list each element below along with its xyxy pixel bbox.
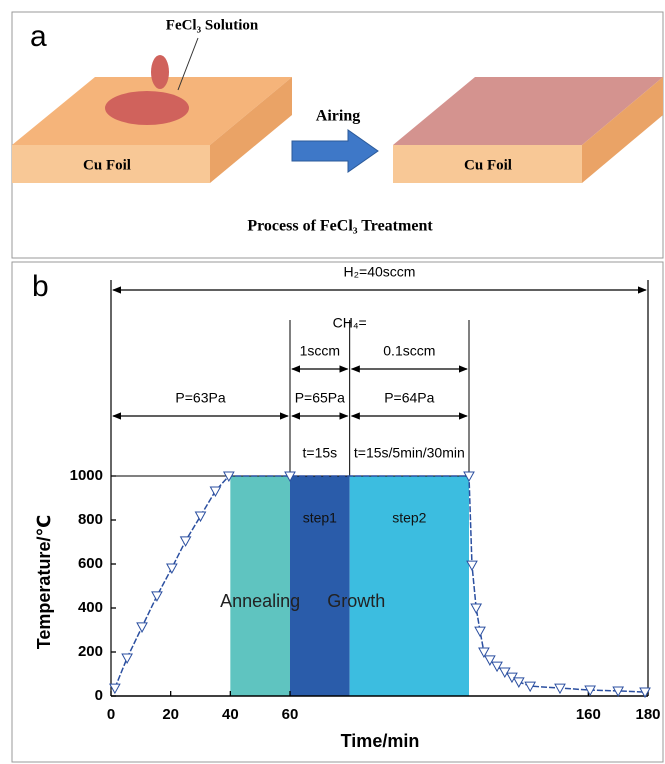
marker bbox=[524, 681, 537, 693]
caption: Process of FeCl₃ Treatment bbox=[247, 218, 433, 235]
y-axis-label: Temperature/℃ bbox=[34, 515, 54, 650]
range-label: P=64Pa bbox=[384, 390, 434, 406]
range-label: P=65Pa bbox=[295, 390, 345, 406]
range-label: 0.1sccm bbox=[383, 343, 435, 359]
region-label: step1 bbox=[303, 510, 337, 526]
range-label: t=15s bbox=[303, 445, 338, 461]
region bbox=[290, 476, 350, 696]
y-tick-label: 400 bbox=[78, 599, 103, 616]
marker bbox=[136, 622, 148, 633]
x-tick-label: 40 bbox=[222, 706, 239, 723]
marker bbox=[470, 603, 483, 615]
process-arrow bbox=[291, 129, 379, 173]
x-tick-label: 20 bbox=[162, 706, 179, 723]
marker bbox=[222, 471, 235, 483]
x-axis-label: Time/min bbox=[341, 731, 420, 751]
foil-label: Cu Foil bbox=[464, 157, 512, 173]
phase-label: Growth bbox=[327, 591, 385, 611]
panel-b-border bbox=[11, 261, 664, 763]
foil-left bbox=[12, 37, 292, 183]
panel-a-border bbox=[11, 11, 664, 259]
y-tick-label: 1000 bbox=[70, 467, 103, 484]
gas-label: CH₄= bbox=[333, 315, 367, 331]
region-label: step2 bbox=[392, 510, 426, 526]
marker bbox=[639, 687, 651, 699]
marker bbox=[194, 511, 207, 523]
y-tick-label: 200 bbox=[78, 643, 103, 660]
marker bbox=[121, 653, 133, 664]
marker bbox=[474, 626, 486, 638]
marker bbox=[109, 683, 121, 695]
range-label: H₂=40sccm bbox=[344, 264, 416, 280]
marker bbox=[512, 677, 525, 688]
range-label: P=63Pa bbox=[175, 390, 225, 406]
marker bbox=[584, 685, 596, 697]
region bbox=[230, 476, 290, 696]
foil-label: Cu Foil bbox=[83, 157, 131, 173]
panel-label: b bbox=[32, 270, 49, 303]
marker bbox=[498, 667, 511, 679]
y-tick-label: 600 bbox=[78, 555, 103, 572]
marker bbox=[166, 563, 178, 574]
range-label: 1sccm bbox=[300, 343, 340, 359]
arrow-label: Airing bbox=[316, 108, 360, 125]
x-tick-label: 160 bbox=[576, 706, 601, 723]
marker bbox=[478, 647, 490, 659]
panel-label: a bbox=[30, 20, 47, 53]
marker bbox=[463, 471, 475, 483]
region bbox=[349, 476, 469, 696]
foil-right bbox=[393, 77, 663, 183]
marker bbox=[466, 560, 478, 572]
x-tick-label: 60 bbox=[282, 706, 299, 723]
marker bbox=[491, 661, 503, 673]
marker bbox=[151, 591, 163, 602]
y-tick-label: 0 bbox=[95, 687, 103, 704]
y-tick-label: 800 bbox=[78, 511, 103, 528]
marker bbox=[554, 683, 566, 695]
solution-label: FeCl₃ Solution bbox=[166, 17, 259, 33]
marker bbox=[612, 686, 625, 697]
phase-label: Annealing bbox=[220, 591, 300, 611]
x-tick-label: 0 bbox=[107, 706, 115, 723]
x-tick-label: 180 bbox=[635, 706, 660, 723]
marker bbox=[179, 536, 192, 547]
marker bbox=[284, 471, 296, 483]
marker bbox=[209, 486, 222, 497]
marker bbox=[484, 655, 496, 666]
range-label: t=15s/5min/30min bbox=[354, 445, 465, 461]
